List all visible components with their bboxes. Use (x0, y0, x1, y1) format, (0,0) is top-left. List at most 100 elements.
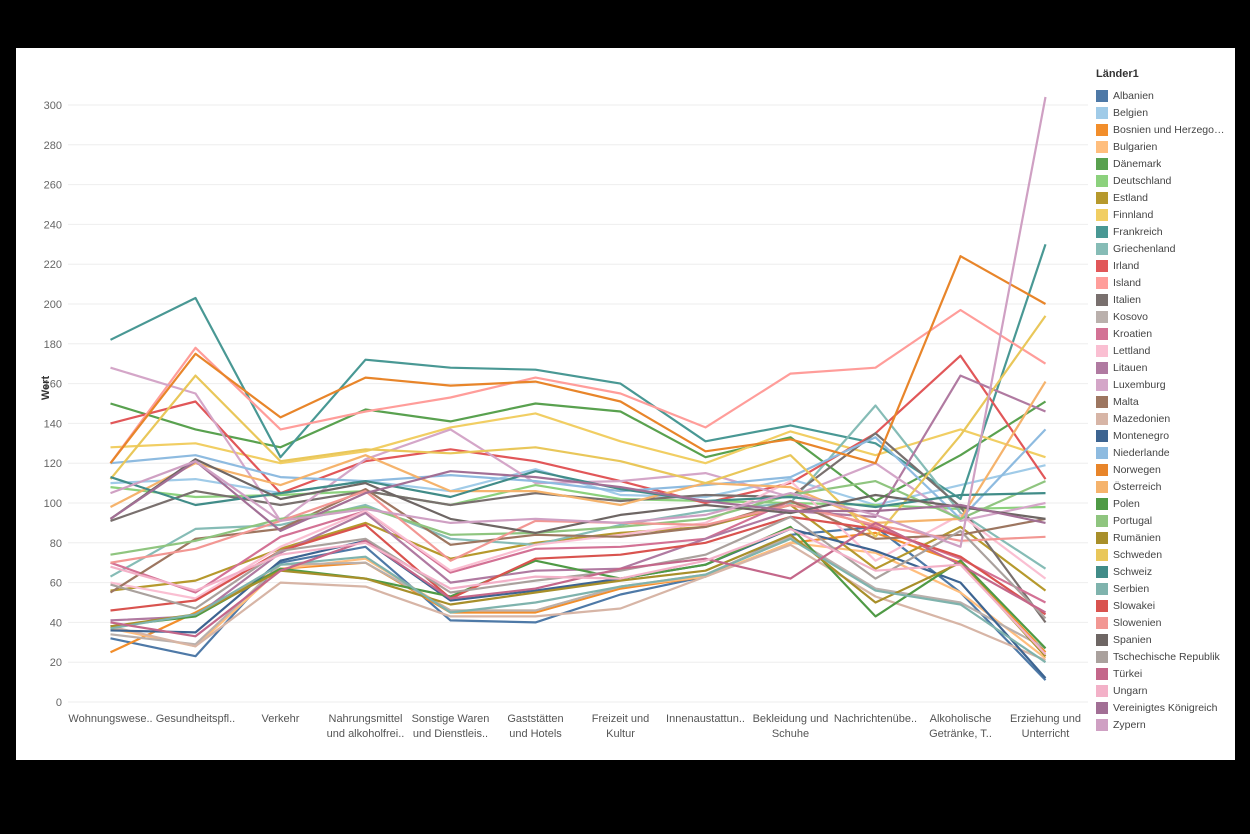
legend-item[interactable]: Vereinigtes Königreich (1096, 699, 1236, 716)
legend-item[interactable]: Schweiz (1096, 563, 1236, 580)
legend-item[interactable]: Dänemark (1096, 155, 1236, 172)
legend-label: Frankreich (1113, 225, 1163, 238)
legend-swatch (1096, 293, 1108, 306)
x-axis-categories: Wohnungswese.. Gesundheitspfl.. Verkehr Nah… (68, 713, 1081, 740)
legend-item[interactable]: Bosnien und Herzego… (1096, 121, 1236, 138)
series-line[interactable] (110, 480, 1047, 600)
legend-swatch (1096, 344, 1108, 357)
legend-label: Ungarn (1113, 684, 1148, 697)
y-tick-label: 300 (44, 100, 62, 112)
legend-item[interactable]: Türkei (1096, 665, 1236, 682)
legend-item[interactable]: Ungarn (1096, 682, 1236, 699)
legend-item[interactable]: Serbien (1096, 580, 1236, 597)
y-axis-title: Wert (40, 376, 52, 401)
legend-label: Bulgarien (1113, 140, 1158, 153)
series-line[interactable] (109, 458, 1046, 534)
legend-label: Schweden (1113, 548, 1163, 561)
legend-swatch (1096, 616, 1108, 629)
legend-item[interactable]: Albanien (1096, 87, 1236, 104)
legend-label: Rumänien (1113, 531, 1161, 544)
legend-item[interactable]: Slowakei (1096, 597, 1236, 614)
legend-swatch (1096, 106, 1108, 119)
legend-item[interactable]: Frankreich (1096, 223, 1236, 240)
legend-item[interactable]: Kosovo (1096, 308, 1236, 325)
y-tick-label: 280 (44, 140, 62, 152)
series-line[interactable] (110, 503, 1047, 592)
legend-item[interactable]: Norwegen (1096, 461, 1236, 478)
legend-item[interactable]: Malta (1096, 393, 1236, 410)
series-line[interactable] (110, 428, 1047, 520)
legend-item[interactable]: Tschechische Republik (1096, 648, 1236, 665)
legend-label: Spanien (1113, 633, 1152, 646)
legend-item[interactable]: Portugal (1096, 512, 1236, 529)
legend-item[interactable]: Deutschland (1096, 172, 1236, 189)
legend-item[interactable]: Estland (1096, 189, 1236, 206)
legend-item[interactable]: Mazedonien (1096, 410, 1236, 427)
series-line[interactable] (110, 533, 1047, 657)
y-tick-label: 160 (44, 379, 62, 391)
legend-item[interactable]: Montenegro (1096, 427, 1236, 444)
series-line[interactable] (110, 525, 1047, 681)
series-line[interactable] (109, 255, 1047, 465)
series-line[interactable] (110, 527, 1047, 679)
legend-swatch (1096, 446, 1108, 459)
series-line[interactable] (110, 537, 1047, 664)
legend-label: Bosnien und Herzego… (1113, 123, 1225, 136)
legend-swatch (1096, 174, 1108, 187)
legend-item[interactable]: Irland (1096, 257, 1236, 274)
legend-item[interactable]: Island (1096, 274, 1236, 291)
series-line[interactable] (110, 470, 1046, 509)
legend-item[interactable]: Belgien (1096, 104, 1236, 121)
legend-item[interactable]: Griechenland (1096, 240, 1236, 257)
x-category-label: Sonstige Waren und Dienstleis.. (412, 713, 490, 740)
legend-swatch (1096, 140, 1108, 153)
series-line[interactable] (109, 460, 1046, 532)
legend-item[interactable]: Bulgarien (1096, 138, 1236, 155)
x-category-label: Freizeit und Kultur (592, 713, 649, 740)
legend-swatch (1096, 123, 1108, 136)
y-tick-label: 0 (56, 697, 62, 709)
series-line[interactable] (110, 354, 1047, 505)
series-line[interactable] (110, 480, 1046, 556)
legend-label: Kosovo (1113, 310, 1149, 323)
legend-item[interactable]: Kroatien (1096, 325, 1236, 342)
legend-item[interactable]: Lettland (1096, 342, 1236, 359)
series-line[interactable] (110, 525, 1047, 650)
series-line[interactable] (110, 527, 1047, 655)
legend-item[interactable]: Luxemburg (1096, 376, 1236, 393)
legend-label: Deutschland (1113, 174, 1172, 187)
series-line[interactable] (110, 96, 1047, 548)
series-line[interactable] (109, 308, 1047, 464)
x-category-label: Wohnungswese.. (68, 713, 152, 725)
x-category-label: Erziehung und Unterricht (1010, 713, 1081, 740)
legend-item[interactable]: Litauen (1096, 359, 1236, 376)
legend-item[interactable]: Finnland (1096, 206, 1236, 223)
legend-item[interactable]: Schweden (1096, 546, 1236, 563)
legend-swatch (1096, 701, 1108, 714)
series-line[interactable] (110, 515, 1047, 616)
series-line[interactable] (110, 543, 1046, 662)
legend-swatch (1096, 395, 1108, 408)
series-line[interactable] (110, 412, 1046, 465)
legend-label: Island (1113, 276, 1142, 289)
legend-item[interactable]: Rumänien (1096, 529, 1236, 546)
series-line[interactable] (110, 499, 1047, 604)
gridlines (68, 104, 1088, 703)
legend-item[interactable]: Italien (1096, 291, 1236, 308)
series-line[interactable] (110, 243, 1047, 501)
legend-swatch (1096, 684, 1108, 697)
legend-label: Schweiz (1113, 565, 1153, 578)
legend-item[interactable]: Niederlande (1096, 444, 1236, 461)
legend-item[interactable]: Polen (1096, 495, 1236, 512)
legend-label: Slowenien (1113, 616, 1162, 629)
legend-label: Zypern (1113, 718, 1146, 731)
legend-item[interactable]: Spanien (1096, 631, 1236, 648)
series-line[interactable] (109, 488, 1046, 594)
x-category-label: Alkoholische Getränke, T.. (929, 713, 992, 740)
legend-item[interactable]: Österreich (1096, 478, 1236, 495)
series-line[interactable] (109, 381, 1047, 524)
legend-item[interactable]: Zypern (1096, 716, 1236, 733)
legend-label: Irland (1113, 259, 1140, 272)
legend-item[interactable]: Slowenien (1096, 614, 1236, 631)
y-tick-label: 40 (50, 617, 62, 629)
